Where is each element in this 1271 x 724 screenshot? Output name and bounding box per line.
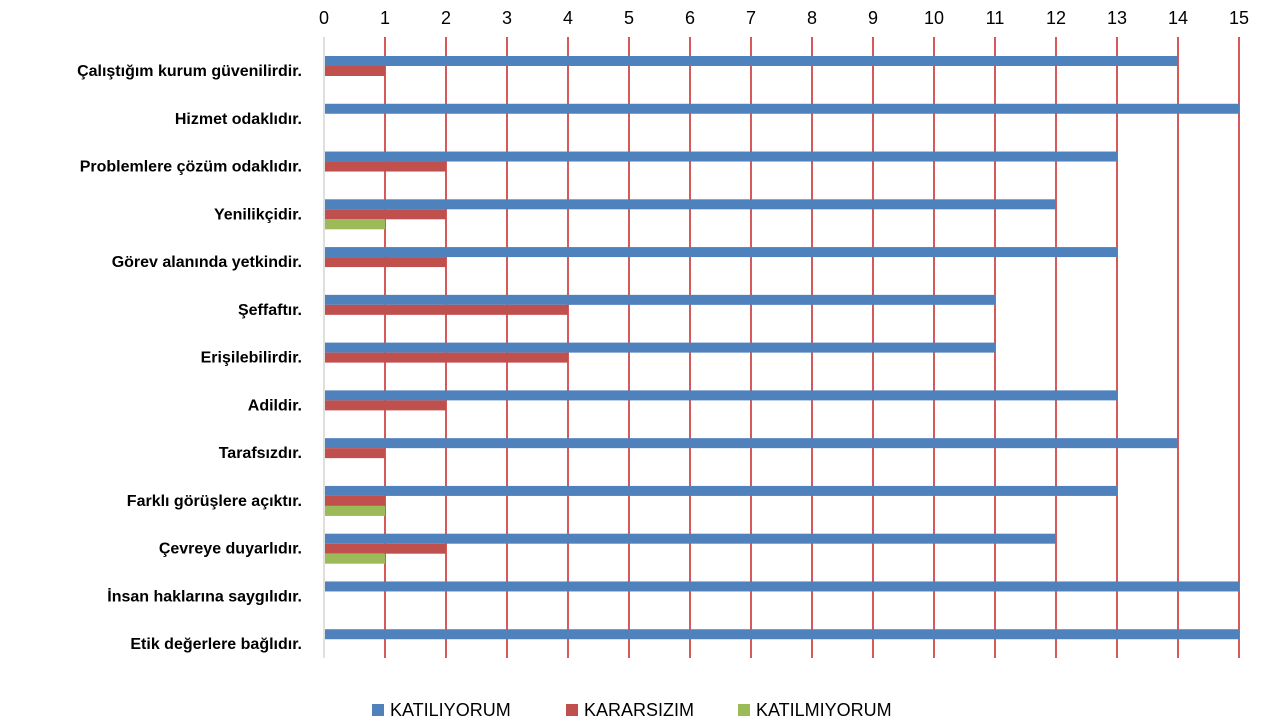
bar-kararsizim — [325, 543, 446, 554]
bar-katiliyorum — [325, 629, 1239, 640]
legend-swatch — [372, 704, 384, 716]
bar-katilmiyorum — [325, 219, 385, 230]
category-label: Çevreye duyarlıdır. — [159, 541, 302, 558]
x-tick-label: 5 — [624, 8, 634, 28]
legend-swatch — [566, 704, 578, 716]
category-labels: Çalıştığım kurum güvenilirdir. Hizmet oda… — [77, 63, 302, 653]
x-tick-label: 3 — [502, 8, 512, 28]
bar-katiliyorum — [325, 199, 1056, 210]
bar-katiliyorum — [325, 485, 1117, 496]
x-tick-label: 13 — [1107, 8, 1127, 28]
bar-kararsizim — [325, 161, 446, 172]
x-tick-label: 1 — [380, 8, 390, 28]
category-label: Erişilebilirdir. — [201, 350, 302, 367]
category-label: Adildir. — [248, 397, 302, 414]
category-label: Farklı görüşlere açıktır. — [127, 493, 302, 510]
x-tick-label: 11 — [986, 8, 1005, 28]
legend: KATILIYORUM KARARSIZIM KATILMIYORUM — [372, 700, 892, 720]
legend-label: KATILIYORUM — [390, 700, 511, 720]
bar-katiliyorum — [325, 390, 1117, 401]
bar-kararsizim — [325, 495, 385, 506]
x-tick-label: 10 — [924, 8, 944, 28]
category-label: Tarafsızdır. — [219, 445, 302, 462]
bar-kararsizim — [325, 352, 568, 363]
category-label: Görev alanında yetkindir. — [112, 254, 302, 271]
legend-label: KARARSIZIM — [584, 700, 694, 720]
bar-katiliyorum — [325, 247, 1117, 258]
x-tick-label: 0 — [319, 8, 329, 28]
category-label: Problemlere çözüm odaklıdır. — [80, 159, 302, 176]
bar-katiliyorum — [325, 438, 1178, 449]
category-label: Çalıştığım kurum güvenilirdir. — [77, 63, 302, 80]
x-tick-label: 6 — [685, 8, 695, 28]
bar-katiliyorum — [325, 342, 995, 353]
x-axis-tick-labels: 0 1 2 3 4 5 6 7 8 9 10 11 12 13 14 15 — [319, 8, 1249, 28]
bar-kararsizim — [325, 66, 385, 76]
bar-kararsizim — [325, 448, 385, 459]
x-tick-label: 4 — [563, 8, 573, 28]
bar-katiliyorum — [325, 294, 995, 305]
bar-katiliyorum — [325, 103, 1239, 114]
x-tick-label: 2 — [441, 8, 451, 28]
legend-swatch — [738, 704, 750, 716]
category-label: Hizmet odaklıdır. — [175, 111, 302, 128]
category-label: İnsan haklarına saygılıdır. — [107, 587, 302, 605]
x-tick-label: 9 — [868, 8, 878, 28]
bar-katilmiyorum — [325, 505, 385, 516]
bar-kararsizim — [325, 304, 568, 315]
x-tick-label: 15 — [1229, 8, 1249, 28]
legend-label: KATILMIYORUM — [756, 700, 892, 720]
bar-katiliyorum — [325, 581, 1239, 592]
bar-katiliyorum — [325, 151, 1117, 162]
x-tick-label: 12 — [1046, 8, 1066, 28]
bar-kararsizim — [325, 209, 446, 220]
x-tick-label: 14 — [1168, 8, 1188, 28]
bar-katilmiyorum — [325, 553, 385, 564]
category-label: Yenilikçidir. — [214, 206, 302, 223]
x-tick-label: 7 — [746, 8, 756, 28]
category-label: Etik değerlere bağlıdır. — [130, 636, 302, 653]
bars — [325, 56, 1239, 640]
bar-katiliyorum — [325, 56, 1178, 66]
bar-kararsizim — [325, 400, 446, 411]
bar-kararsizim — [325, 257, 446, 268]
category-label: Şeffaftır. — [238, 302, 302, 319]
x-tick-label: 8 — [807, 8, 817, 28]
bar-katiliyorum — [325, 533, 1056, 544]
